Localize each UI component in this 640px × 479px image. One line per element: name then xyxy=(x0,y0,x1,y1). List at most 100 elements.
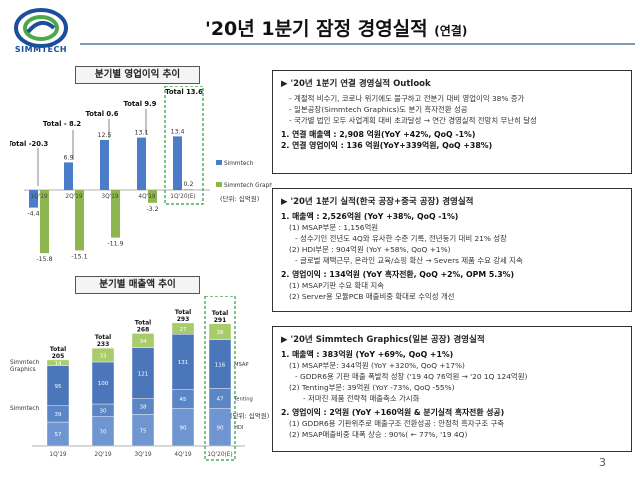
category-label: 2Q'19 xyxy=(65,194,83,200)
stack-legend-tenting: Tenting xyxy=(233,396,253,402)
segment-label: 90 xyxy=(217,425,224,431)
korea-china-line: 1. 매출액 : 2,526억원 (YoY +38%, QoQ -1%) xyxy=(281,212,459,221)
category-label: 1Q'20(E) xyxy=(207,452,232,458)
data-label: 6.9 xyxy=(63,154,73,161)
category-label: 4Q'19 xyxy=(174,452,192,458)
graphics-line: (2) Tenting부문: 39억원 (YoY -73%, QoQ -55%) xyxy=(289,383,455,392)
total-value: 268 xyxy=(137,326,150,333)
korea-china-line: (2) HDI부문 : 904억원 (YoY +58%, QoQ +1%) xyxy=(289,245,451,254)
segment-label: 38 xyxy=(217,330,224,336)
total-word: Total xyxy=(95,334,111,341)
highlight-box xyxy=(164,86,204,205)
outlook-panel-header: ▶ '20년 1분기 연결 경영실적 Outlook xyxy=(281,79,431,89)
graphics-line: 1. 매출액 : 383억원 (YoY +69%, QoQ +1%) xyxy=(281,350,454,359)
bar-simmtech-graphics xyxy=(184,189,193,190)
legend-swatch-simmtech xyxy=(216,160,222,165)
outlook-line: - 일본공장(Simmtech Graphics)도 분기 흑자전환 성공 xyxy=(289,105,468,114)
category-label: 2Q'19 xyxy=(94,452,112,458)
stack-segment-simmtech-graphics xyxy=(171,322,195,335)
data-label: 13.1 xyxy=(134,130,148,137)
bar-simmtech-graphics xyxy=(111,190,120,238)
bar-simmtech-graphics xyxy=(75,190,84,251)
segment-label: 27 xyxy=(180,327,187,333)
side-label-simmtech: Simmtech xyxy=(10,406,40,412)
op-chart-header: 분기별 영업이익 추이 xyxy=(75,66,200,84)
bar-simmtech xyxy=(64,162,73,190)
segment-label: 47 xyxy=(217,397,224,403)
sales-chart-header: 분기별 매출액 추이 xyxy=(75,276,200,294)
legend-simmtech: Simmtech xyxy=(224,161,254,167)
segment-label: 116 xyxy=(215,362,226,368)
total-word: Total xyxy=(212,310,228,317)
outlook-line: - 계절적 비수기, 코로나 위기에도 불구하고 전분기 대비 영업이익 38%… xyxy=(289,94,525,103)
total-label: Total -20.3 xyxy=(10,140,49,148)
title-suffix: (연결) xyxy=(434,24,468,38)
segment-label: 14 xyxy=(55,361,62,367)
stack-legend-msap: MSAP xyxy=(234,362,249,368)
category-label: 4Q'19 xyxy=(138,194,156,200)
total-label: Total 13.6 xyxy=(165,88,203,96)
unit-label: (단위: 십억원) xyxy=(230,411,269,420)
outlook-op-profit: 2. 연결 영업이익 : 136 억원(YoY+339억원, QoQ +38%) xyxy=(281,141,493,150)
graphics-panel: ▶ '20년 Simmtech Graphics(일본 공장) 경영실적 1. … xyxy=(272,326,632,452)
page-number: 3 xyxy=(599,456,606,469)
segment-label: 30 xyxy=(100,409,107,415)
unit-label: (단위: 십억원) xyxy=(220,194,259,203)
data-label: -11.9 xyxy=(107,241,123,248)
data-label: 0.2 xyxy=(183,181,193,188)
total-value: 291 xyxy=(214,317,227,324)
total-word: Total xyxy=(175,309,191,316)
segment-label: 70 xyxy=(100,430,107,436)
total-word: Total xyxy=(135,319,151,326)
category-label: 1Q'19 xyxy=(30,194,48,200)
page-title: '20년 1분기 잠정 경영실적 (연결) xyxy=(205,14,467,41)
data-label: -15.1 xyxy=(71,253,87,260)
segment-label: 45 xyxy=(180,397,187,403)
graphics-line: (2) MSAP매출비중 대폭 상승 : 90%( ← 77%, '19 4Q) xyxy=(289,430,468,439)
simmtech-logo xyxy=(14,8,68,48)
segment-label: 34 xyxy=(140,339,147,345)
stack-segment-simmtech-graphics xyxy=(91,347,115,363)
data-label: -15.8 xyxy=(36,256,52,263)
operating-profit-chart: -4.4 -15.8 1Q'19 6.9 -15.1 2Q'19 12.5 -11.9 3Q'1… xyxy=(10,86,272,263)
total-label: Total - 8.2 xyxy=(43,120,81,128)
korea-china-line: 2. 영업이익 : 134억원 (YoY 흑자전환, QoQ +2%, OPM … xyxy=(281,270,515,279)
logo-text: SIMMTECH xyxy=(14,45,68,54)
segment-label: 100 xyxy=(98,381,109,387)
segment-label: 38 xyxy=(140,405,147,411)
korea-china-panel: ▶ '20년 1분기 실적(한국 공장+중국 공장) 경영실적 1. 매출액 :… xyxy=(272,188,632,312)
category-label: 1Q'19 xyxy=(49,452,67,458)
total-value: 293 xyxy=(177,316,190,323)
stack-segment-simmtech-graphics xyxy=(131,333,155,348)
segment-label: 131 xyxy=(178,360,189,366)
outlook-sales: 1. 연결 매출액 : 2,908 억원(YoY +42%, QoQ -1%) xyxy=(281,130,476,139)
korea-china-line: (1) MSAP기판 수요 확대 지속 xyxy=(289,281,384,290)
graphics-header: ▶ '20년 Simmtech Graphics(일본 공장) 경영실적 xyxy=(281,335,485,345)
highlight-box xyxy=(204,296,236,461)
title-divider xyxy=(80,43,635,45)
total-label: Total 9.9 xyxy=(124,100,157,108)
graphics-line: (1) MSAP부문: 344억원 (YoY +320%, QoQ +17%) xyxy=(289,361,465,370)
korea-china-header: ▶ '20년 1분기 실적(한국 공장+중국 공장) 경영실적 xyxy=(281,197,474,207)
total-value: 233 xyxy=(97,341,110,348)
category-label: 3Q'19 xyxy=(134,452,152,458)
bar-simmtech xyxy=(100,140,109,190)
data-label: -4.4 xyxy=(27,211,39,218)
legend-graphics: Simmtech Graphics xyxy=(224,183,272,189)
stack-segment-simmtech-graphics xyxy=(46,359,70,366)
outlook-line: - 국가별 법인 모두 사업계획 대비 초과달성 → 연간 경영실적 전망치 무… xyxy=(289,116,537,125)
category-label: 3Q'19 xyxy=(101,194,119,200)
segment-label: 90 xyxy=(180,425,187,431)
graphics-line: (1) GDDR6용 기판위주로 매출구조 전환성공 : 안정적 흑자구조 구축 xyxy=(289,419,505,428)
segment-label: 57 xyxy=(55,432,62,438)
bar-simmtech xyxy=(29,190,38,208)
segment-label: 33 xyxy=(100,353,107,359)
side-label-graphics-2: Graphics xyxy=(10,367,36,373)
korea-china-line: (2) Server용 모듈PCB 매출비중 확대로 수익성 개선 xyxy=(289,292,455,301)
stack-segment-simmtech-graphics xyxy=(208,323,232,340)
segment-label: 95 xyxy=(55,384,62,390)
side-label-graphics: Simmtech xyxy=(10,360,40,366)
korea-china-line: - 성수기인 전년도 4Q와 유사한 수준 기록, 전년동기 대비 21% 성장 xyxy=(295,234,507,243)
bar-simmtech-graphics xyxy=(40,190,49,254)
total-word: Total xyxy=(50,346,66,353)
